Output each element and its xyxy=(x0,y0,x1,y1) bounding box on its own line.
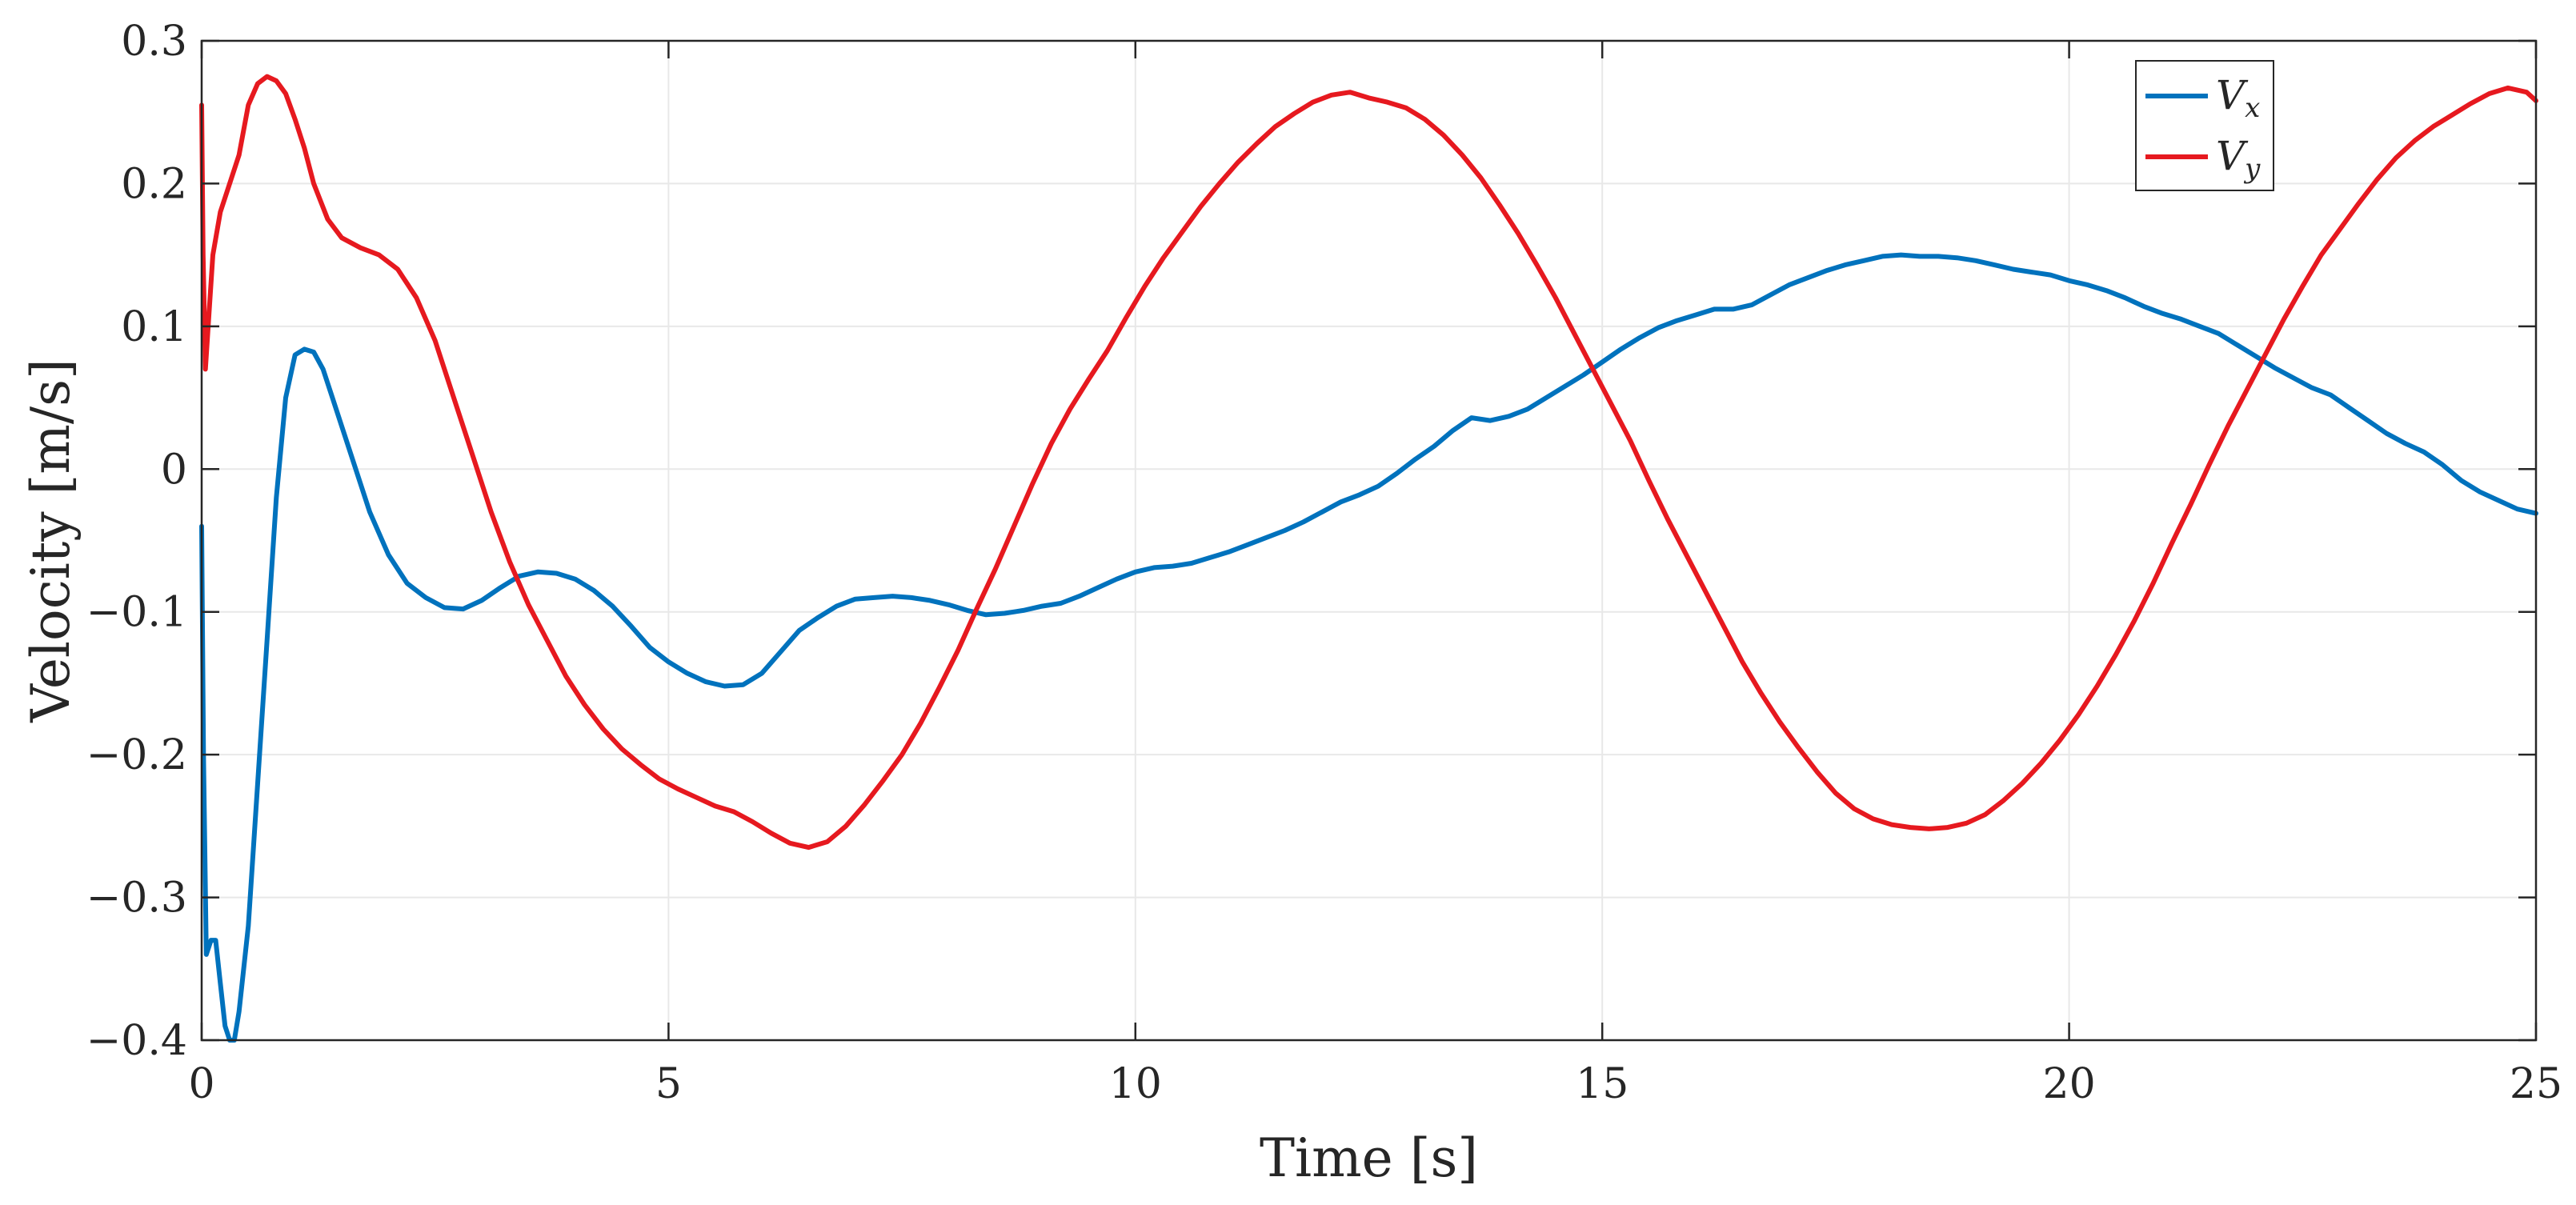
x-tick-label: 15 xyxy=(1576,1060,1629,1108)
legend-label-vx: Vx xyxy=(2216,72,2260,124)
y-tick-label: 0.3 xyxy=(121,18,187,66)
y-tick-label: 0.1 xyxy=(121,303,187,351)
plot-area-frame xyxy=(200,39,2538,1042)
y-tick-label: −0.4 xyxy=(86,1017,187,1065)
y-tick-label: −0.1 xyxy=(86,589,187,637)
x-axis-label: Time [s] xyxy=(1260,1127,1478,1189)
legend-label-vy: Vy xyxy=(2216,133,2261,185)
tick-labels: 0 5 10 15 20 25 −0.4 −0.3 −0.2 −0.1 0 0.1 0.2 0.3 xyxy=(86,18,2562,1108)
y-tick-label: −0.3 xyxy=(86,875,187,923)
x-tick-label: 20 xyxy=(2043,1060,2096,1108)
x-tick-label: 10 xyxy=(1109,1060,1162,1108)
y-tick-label: 0 xyxy=(161,446,187,494)
series-line-vx xyxy=(199,252,2538,1043)
legend-box xyxy=(2135,60,2274,191)
y-tick-label: 0.2 xyxy=(121,160,187,208)
y-axis-label: Velocity [m/s] xyxy=(20,358,82,723)
legend: Vx Vy xyxy=(2135,60,2274,191)
y-tick-label: −0.2 xyxy=(86,731,187,779)
data-series xyxy=(199,74,2538,1043)
series-line-vy xyxy=(199,74,2538,851)
axis-ticks xyxy=(200,39,2538,1042)
x-tick-label: 5 xyxy=(655,1060,682,1108)
x-tick-label: 0 xyxy=(188,1060,214,1108)
x-tick-label: 25 xyxy=(2510,1060,2562,1108)
